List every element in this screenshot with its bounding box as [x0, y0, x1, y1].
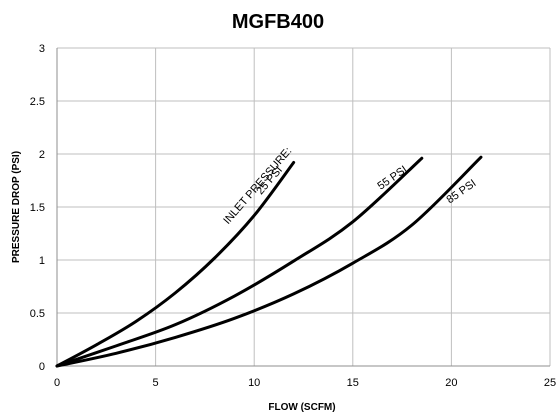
y-axis-title: PRESSURE DROP (PSI)	[11, 151, 22, 263]
y-tick-label: 0.5	[30, 308, 45, 320]
series-annotation: 85 PSI	[445, 177, 479, 206]
x-tick-label: 20	[445, 377, 457, 389]
y-tick-label: 2.5	[30, 96, 45, 108]
x-tick-label: 10	[248, 377, 260, 389]
x-tick-label: 25	[544, 377, 556, 389]
y-tick-label: 1	[39, 255, 45, 267]
x-tick-label: 15	[347, 377, 359, 389]
series-layer	[55, 155, 483, 368]
series-line	[55, 156, 424, 368]
x-tick-label: 0	[54, 377, 60, 389]
x-axis-title: FLOW (SCFM)	[268, 402, 335, 413]
series-line	[55, 160, 296, 368]
y-tick-label: 2	[39, 149, 45, 161]
axis-layer: 0 5 10 15 20 25 0 0.5 1 1.5 2 2.5 3	[30, 43, 556, 389]
chart-title: MGFB400	[232, 11, 324, 33]
series-line	[55, 155, 483, 368]
y-tick-label: 0	[39, 361, 45, 373]
y-tick-label: 3	[39, 43, 45, 55]
grid-layer	[57, 47, 551, 366]
y-tick-label: 1.5	[30, 202, 45, 214]
x-tick-label: 5	[153, 377, 159, 389]
label-layer: INLET PRESSURE:25 PSI 55 PSI 85 PSI	[221, 145, 478, 227]
